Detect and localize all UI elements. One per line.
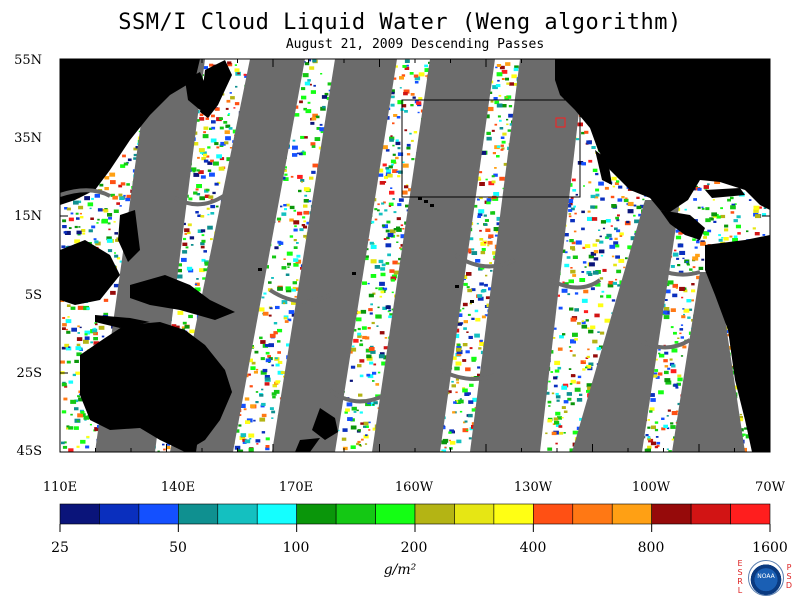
highlight-box: [555, 117, 566, 128]
scale-label: 1600: [752, 540, 788, 556]
landmass: [705, 188, 745, 198]
scale-label: 200: [400, 540, 428, 556]
colorbar-swatch: [217, 503, 258, 525]
landmass: [130, 275, 235, 320]
logo-left-letters: E S R L: [737, 559, 743, 595]
colorbar-swatch: [296, 503, 337, 525]
landmass: [555, 59, 770, 212]
colorbar-swatch: [572, 503, 613, 525]
scale-label: 800: [637, 540, 665, 556]
map-subtitle: August 21, 2009 Descending Passes: [285, 37, 545, 52]
colorbar-swatch: [690, 503, 731, 525]
lon-label-160w: 160W: [394, 480, 434, 495]
island: [455, 285, 459, 288]
orbit-arc: [60, 188, 111, 198]
lon-label-130w: 130W: [513, 480, 553, 495]
colorbar-swatch: [414, 503, 455, 525]
landmass: [60, 59, 200, 205]
map-body: [60, 59, 770, 452]
landmass: [118, 210, 140, 262]
colorbar-swatch: [454, 503, 495, 525]
colorbar-swatch: [730, 503, 771, 525]
colorbar-units: g/m²: [383, 562, 417, 578]
lon-label-170e: 170E: [278, 480, 314, 495]
orbit-arc: [328, 388, 386, 404]
colorbar: [59, 503, 771, 532]
colorbar-swatch: [651, 503, 692, 525]
lat-label-55n: 55N: [14, 53, 42, 68]
landmass: [295, 438, 320, 452]
colorbar-swatch: [178, 503, 219, 525]
colorbar-swatch: [99, 503, 140, 525]
scale-label: 50: [169, 540, 187, 556]
colorbar-swatch: [335, 503, 376, 525]
colorbar-swatch: [611, 503, 652, 525]
landmass: [200, 60, 232, 118]
colorbar-swatch: [375, 503, 416, 525]
landmass: [705, 235, 770, 452]
landmass: [182, 438, 198, 452]
landmass: [80, 322, 232, 452]
lon-label-70w: 70W: [755, 480, 785, 495]
scale-label: 400: [519, 540, 547, 556]
lon-label-110e: 110E: [42, 480, 78, 495]
landmass: [660, 210, 705, 240]
map-title: SSM/I Cloud Liquid Water (Weng algorithm…: [118, 10, 682, 35]
landmass: [312, 408, 338, 440]
orbit-arc: [453, 253, 516, 269]
no-data-swath: [372, 59, 495, 452]
island: [258, 268, 262, 271]
colorbar-swatch: [533, 503, 574, 525]
no-data-swath: [470, 59, 585, 452]
island: [418, 197, 422, 200]
island: [424, 200, 428, 203]
lon-label-100w: 100W: [631, 480, 671, 495]
landmass: [595, 150, 612, 185]
lat-label-15n: 15N: [14, 209, 42, 224]
no-data-swath: [272, 59, 397, 452]
scale-label: 100: [282, 540, 310, 556]
orbit-arc: [549, 278, 602, 290]
island: [470, 300, 474, 303]
noaa-emblem-icon: NOAA: [748, 560, 784, 596]
island: [430, 204, 434, 207]
no-data-swath: [672, 272, 745, 452]
logo-right-letters: P S D: [785, 563, 793, 590]
scale-label: 25: [51, 540, 69, 556]
colorbar-swatch: [138, 503, 179, 525]
no-data-swath: [572, 200, 680, 452]
colorbar-swatch: [493, 503, 534, 525]
island: [352, 272, 356, 275]
lat-label-5s: 5S: [24, 288, 42, 303]
orbit-arc: [659, 268, 701, 277]
lat-label-35n: 35N: [14, 131, 42, 146]
orbit-arc: [638, 338, 692, 350]
region-box: [401, 99, 581, 198]
landmass: [60, 240, 120, 305]
lat-label-45s: 45S: [16, 444, 42, 459]
lon-label-140e: 140E: [160, 480, 196, 495]
colorbar-swatch: [256, 503, 297, 525]
orbit-arc: [174, 193, 227, 207]
orbit-arc: [268, 288, 331, 304]
colorbar-swatch: [59, 503, 100, 525]
lat-label-25s: 25S: [16, 366, 42, 381]
orbit-arc: [439, 368, 496, 381]
noaa-esrl-psd-logo: E S R L NOAA P S D: [736, 556, 794, 598]
